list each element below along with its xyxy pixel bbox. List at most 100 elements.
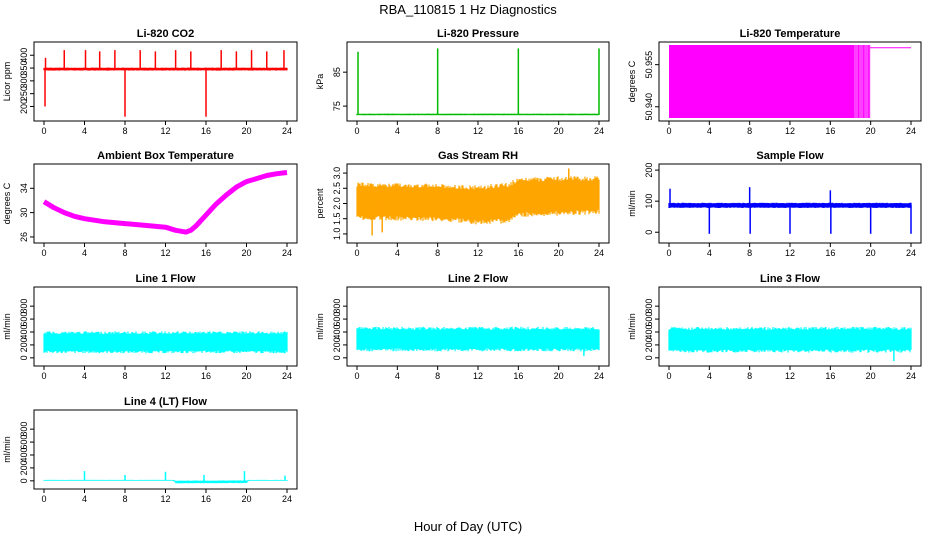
y-tick-label: 600 <box>332 312 342 327</box>
x-tick-label: 0 <box>666 126 671 136</box>
data-band <box>356 176 600 225</box>
y-axis-label: degrees C <box>2 182 12 224</box>
x-tick-label: 12 <box>160 248 170 258</box>
chart-panel: Line 2 Flow ml/min 0 4 8 12 16 20 24 0 20040060080… <box>315 273 610 381</box>
y-tick-label: 400 <box>19 324 29 339</box>
y-tick-label: 50.955 <box>644 51 654 79</box>
x-tick-label: 8 <box>435 248 440 258</box>
plot-area <box>43 331 288 354</box>
y-axis-label: ml/min <box>2 313 12 340</box>
x-tick-label: 12 <box>473 371 483 381</box>
y-tick-label: 800 <box>332 299 342 314</box>
chart-title: Line 1 Flow <box>136 273 196 285</box>
chart-panel: Line 3 Flow ml/min 0 4 8 12 16 20 24 0 20040060080… <box>627 273 922 381</box>
y-tick-label: 26 <box>19 232 29 242</box>
x-tick-label: 12 <box>160 494 170 504</box>
x-tick-label: 24 <box>906 126 916 136</box>
x-tick-label: 0 <box>354 126 359 136</box>
x-tick-label: 12 <box>785 371 795 381</box>
y-tick-label: 30 <box>19 208 29 218</box>
y-tick-label: 50.940 <box>644 93 654 121</box>
x-tick-label: 16 <box>513 126 523 136</box>
chart-title: Sample Flow <box>756 150 824 162</box>
x-tick-label: 0 <box>354 371 359 381</box>
x-tick-label: 12 <box>785 126 795 136</box>
y-axis-label: ml/min <box>627 313 637 340</box>
y-tick-label: 200 <box>644 337 654 352</box>
x-tick-label: 16 <box>201 371 211 381</box>
x-tick-label: 0 <box>666 371 671 381</box>
plot-frame <box>346 41 610 122</box>
x-tick-label: 8 <box>747 371 752 381</box>
y-tick-label: 0 <box>19 355 29 360</box>
chart-title: Line 3 Flow <box>760 273 820 285</box>
x-tick-label: 16 <box>825 126 835 136</box>
y-tick-label: 200 <box>19 460 29 475</box>
y-tick-label: 2.0 <box>332 197 342 210</box>
x-tick-label: 8 <box>122 371 127 381</box>
x-tick-label: 4 <box>395 371 400 381</box>
x-tick-label: 16 <box>513 371 523 381</box>
x-tick-label: 8 <box>122 126 127 136</box>
y-tick-label: 2.5 <box>332 182 342 195</box>
chart-panel: Gas Stream RH percent 0 4 8 12 16 20 24 1.0 1.5 2.0… <box>315 150 610 258</box>
chart-panel: Sample Flow ml/min 0 4 8 12 16 20 24 0 100 200 <box>627 150 922 258</box>
chart-panel: Li-820 CO2 Licor ppm 0 4 8 12 16 20 24 2002503003… <box>2 28 298 136</box>
data-band <box>356 113 600 116</box>
x-tick-label: 12 <box>160 126 170 136</box>
y-tick-label: 400 <box>19 447 29 462</box>
y-axis-label: Licor ppm <box>2 62 12 102</box>
chart-title: Line 4 (LT) Flow <box>124 396 207 408</box>
data-band <box>43 479 288 484</box>
x-tick-label: 0 <box>41 126 46 136</box>
x-tick-label: 8 <box>747 126 752 136</box>
x-tick-label: 24 <box>282 248 292 258</box>
plot-frame <box>658 286 922 367</box>
y-axis-label: ml/min <box>315 313 325 340</box>
x-tick-label: 20 <box>554 126 564 136</box>
y-tick-label: 85 <box>332 67 342 77</box>
y-axis-label: kPa <box>315 74 325 90</box>
x-tick-label: 8 <box>122 248 127 258</box>
x-tick-label: 20 <box>866 371 876 381</box>
x-tick-label: 4 <box>82 371 87 381</box>
y-tick-label: 3.0 <box>332 167 342 180</box>
y-tick-label: 1.5 <box>332 212 342 225</box>
y-tick-label: 200 <box>332 337 342 352</box>
x-tick-label: 4 <box>82 248 87 258</box>
x-tick-label: 16 <box>825 371 835 381</box>
x-tick-label: 20 <box>241 248 251 258</box>
data-fill <box>669 45 854 118</box>
x-tick-label: 16 <box>201 126 211 136</box>
plot-area <box>43 50 288 117</box>
plot-frame <box>346 286 610 367</box>
y-tick-label: 400 <box>332 324 342 339</box>
plot-area <box>356 326 600 356</box>
y-tick-label: 200 <box>644 163 654 178</box>
plot-area <box>356 48 600 116</box>
x-tick-label: 20 <box>241 371 251 381</box>
x-tick-label: 4 <box>707 126 712 136</box>
y-tick-label: 1.0 <box>332 228 342 241</box>
y-tick-label: 0 <box>19 478 29 483</box>
x-tick-label: 20 <box>866 248 876 258</box>
x-tick-label: 20 <box>866 126 876 136</box>
figure-xlabel: Hour of Day (UTC) <box>414 519 522 534</box>
plot-area <box>668 326 912 362</box>
x-tick-label: 24 <box>594 248 604 258</box>
chart-title: Ambient Box Temperature <box>97 150 234 162</box>
data-band <box>43 331 288 354</box>
x-tick-label: 4 <box>82 494 87 504</box>
y-tick-label: 0 <box>644 230 654 235</box>
x-tick-label: 16 <box>825 248 835 258</box>
x-tick-label: 8 <box>747 248 752 258</box>
y-tick-label: 800 <box>644 299 654 314</box>
x-tick-label: 0 <box>666 248 671 258</box>
x-tick-label: 4 <box>395 248 400 258</box>
y-tick-label: 350 <box>19 61 29 76</box>
y-tick-label: 0 <box>332 355 342 360</box>
chart-title: Gas Stream RH <box>438 150 518 162</box>
chart-title: Li-820 CO2 <box>137 28 194 40</box>
x-tick-label: 0 <box>354 248 359 258</box>
